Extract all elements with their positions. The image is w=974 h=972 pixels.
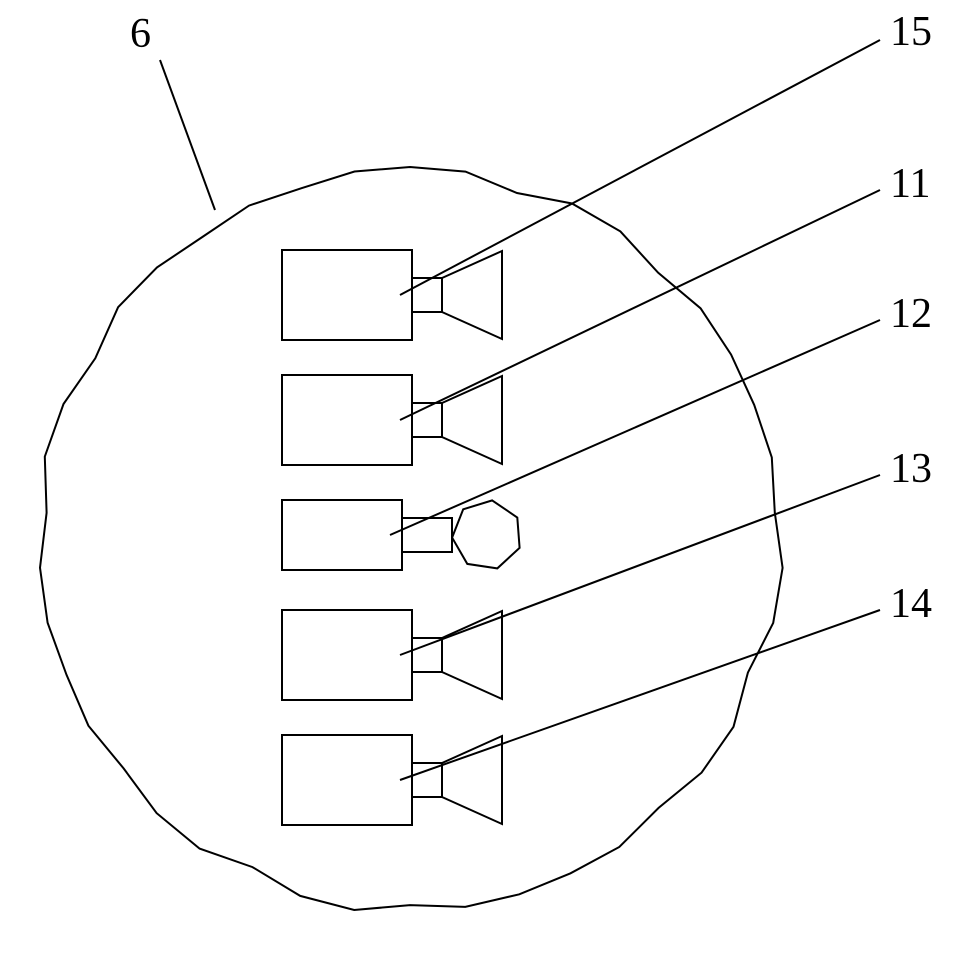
comp14-rect xyxy=(282,735,412,825)
comp12-rect xyxy=(282,500,402,570)
label11-leader xyxy=(400,190,880,420)
label15-leader xyxy=(400,40,880,295)
label-13: 13 xyxy=(890,445,932,493)
diagram-svg xyxy=(0,0,974,967)
label-12: 12 xyxy=(890,290,932,338)
comp15-cone xyxy=(442,251,502,339)
label-14: 14 xyxy=(890,580,932,628)
comp12-neck xyxy=(402,518,452,552)
label14-leader xyxy=(400,610,880,780)
comp11-rect xyxy=(282,375,412,465)
label-11: 11 xyxy=(890,160,930,208)
label-15: 15 xyxy=(890,8,932,56)
label6-leader xyxy=(160,60,215,210)
comp14-cone xyxy=(442,736,502,824)
comp13-neck xyxy=(412,638,442,672)
comp13-cone xyxy=(442,611,502,699)
comp15-neck xyxy=(412,278,442,312)
label-6: 6 xyxy=(130,10,151,58)
comp13-rect xyxy=(282,610,412,700)
comp14-neck xyxy=(412,763,442,797)
comp15-rect xyxy=(282,250,412,340)
comp11-cone xyxy=(442,376,502,464)
diagram-container: 6 15 11 12 13 14 xyxy=(0,0,974,967)
comp12-hex xyxy=(452,500,519,568)
